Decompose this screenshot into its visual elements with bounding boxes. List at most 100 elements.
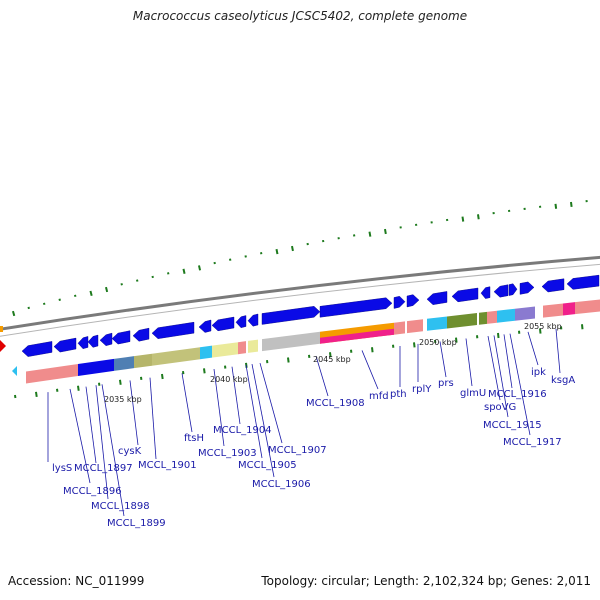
gene-label-prs: prs <box>438 378 454 389</box>
gc-tick <box>349 349 353 353</box>
feature-segment <box>447 313 477 329</box>
gene-arrow <box>508 283 518 296</box>
gc-tick <box>461 216 465 222</box>
gene-label-MCCL_1898: MCCL_1898 <box>91 501 150 512</box>
feature-segment <box>152 347 200 366</box>
gc-tick <box>370 347 374 353</box>
feature-segment <box>212 342 238 358</box>
gene-arrow <box>261 306 321 325</box>
gc-tick <box>554 203 558 209</box>
leader-line <box>181 373 193 433</box>
left-edge-feature <box>0 340 6 352</box>
gc-tick <box>213 261 216 265</box>
feature-band <box>26 299 600 384</box>
gene-label-ftsH: ftsH <box>184 433 204 444</box>
gc-tick <box>291 245 294 252</box>
gene-label-MCCL_1917: MCCL_1917 <box>503 437 562 448</box>
gc-tick <box>523 207 526 210</box>
leader-line <box>509 333 531 436</box>
gc-tick <box>58 298 61 301</box>
gene-label-ksgA: ksgA <box>551 375 575 386</box>
gc-tick <box>118 379 122 385</box>
gc-tick <box>182 268 186 274</box>
gene-arrow <box>519 281 535 295</box>
leader-line <box>493 335 509 418</box>
gene-labels: lysS MCCL_1896 MCCL_1897 MCCL_1898 MCCL_… <box>52 367 575 529</box>
feature-segment <box>134 353 152 369</box>
gene-arrow <box>77 336 89 349</box>
gc-tick <box>197 265 202 271</box>
feature-segment <box>262 331 320 352</box>
gc-tick <box>202 368 206 374</box>
gene-arrow <box>247 313 259 327</box>
gene-label-MCCL_1906: MCCL_1906 <box>252 479 311 490</box>
gene-label-pth: pth <box>390 389 407 400</box>
gene-arrow <box>211 316 235 332</box>
topology-text: Topology: circular; Length: 2,102,324 bp… <box>261 574 591 588</box>
inner-gc-ticks <box>14 324 584 399</box>
feature-segment <box>497 308 515 323</box>
gene-arrow <box>451 287 479 303</box>
leader-line <box>213 368 225 447</box>
gene-arrow <box>151 321 195 339</box>
gc-tick <box>446 218 449 222</box>
leader-line <box>231 366 241 425</box>
gc-tick <box>74 294 77 298</box>
gc-tick <box>35 391 38 397</box>
feature-segment <box>479 311 487 325</box>
gene-label-spoVG: spoVG <box>484 402 516 413</box>
gene-arrow <box>198 319 212 333</box>
gc-tick <box>244 255 247 258</box>
gc-tick <box>581 324 584 330</box>
gc-tick <box>570 201 573 208</box>
gc-tick <box>430 221 433 224</box>
gc-tick <box>399 226 402 229</box>
feature-segment <box>515 306 535 321</box>
outer-gc-ticks <box>11 199 588 317</box>
gene-arrow <box>87 334 99 348</box>
feature-segment <box>543 303 563 318</box>
leader-line <box>503 334 513 389</box>
gc-tick <box>160 373 164 380</box>
gene-arrow <box>12 366 17 376</box>
feature-segment <box>114 356 134 371</box>
genome-map: 2035 kbp 2040 kbp 2045 kbp 2050 kbp 2055… <box>0 199 600 529</box>
gene-label-MCCL_1899: MCCL_1899 <box>107 518 166 529</box>
gene-label-MCCL_1903: MCCL_1903 <box>198 448 257 459</box>
gc-tick <box>266 360 269 364</box>
feature-segment <box>407 319 423 334</box>
gc-tick <box>414 223 418 227</box>
gc-tick <box>337 237 340 240</box>
gc-tick <box>306 242 309 246</box>
gc-tick <box>181 371 185 375</box>
gc-tick <box>151 275 154 279</box>
gene-label-MCCL_1901: MCCL_1901 <box>138 460 197 471</box>
gene-label-MCCL_1915: MCCL_1915 <box>483 420 542 431</box>
gc-tick <box>135 279 139 282</box>
gc-tick <box>89 290 93 297</box>
gc-tick <box>166 272 170 275</box>
gene-arrow <box>235 315 247 328</box>
gene-label-glmU: glmU <box>460 388 486 399</box>
gene-arrow <box>406 294 420 308</box>
gc-tick <box>413 342 416 348</box>
genome-title: Macrococcus caseolyticus JCSC5402, compl… <box>132 9 468 23</box>
gc-tick <box>497 332 500 339</box>
gene-arrow <box>566 274 600 290</box>
feature-segment <box>487 310 497 324</box>
kbp-tick-label: 2055 kbp <box>524 322 562 331</box>
gc-tick <box>287 357 290 363</box>
gc-tick <box>353 234 356 237</box>
gc-tick <box>275 248 279 255</box>
gene-label-rplY: rplY <box>412 384 432 395</box>
gc-tick <box>140 376 143 381</box>
leader-line <box>129 380 139 446</box>
gene-arrow <box>493 284 509 298</box>
gc-tick <box>77 385 80 391</box>
gc-tick <box>308 354 311 358</box>
leader-line <box>259 362 283 444</box>
leader-line <box>149 377 157 460</box>
gc-tick <box>11 310 16 317</box>
gc-tick <box>391 344 395 348</box>
gene-arrow <box>393 296 406 309</box>
